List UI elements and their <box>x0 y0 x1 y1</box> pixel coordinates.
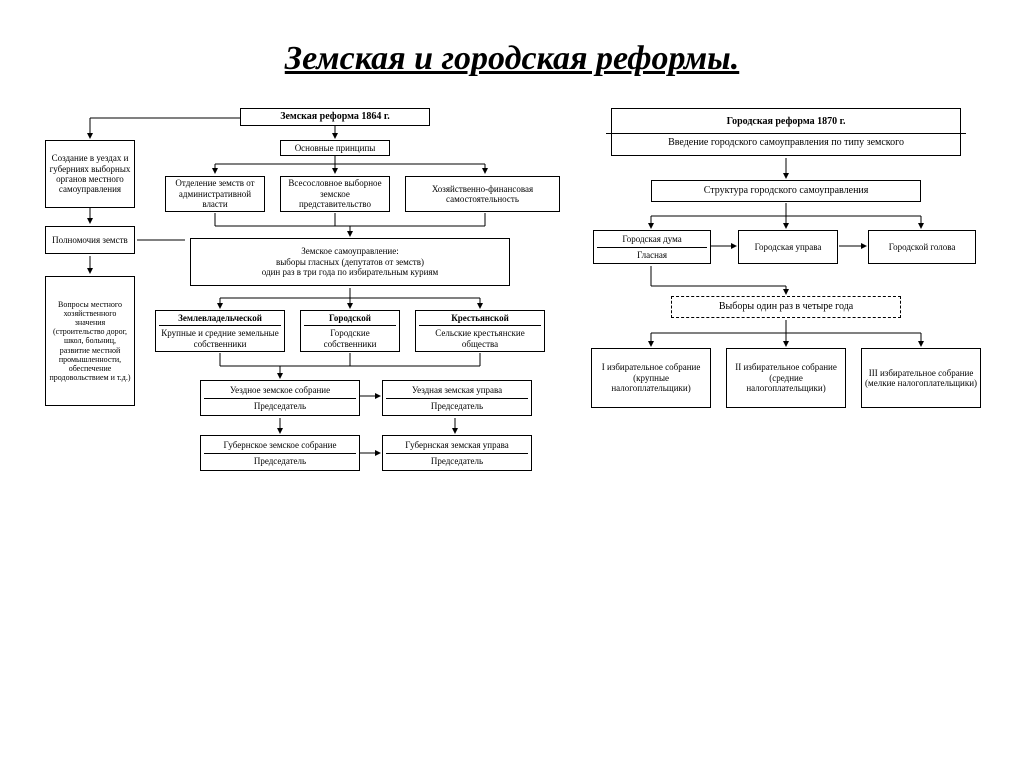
zemstvo-powers: Полномочия земств <box>45 226 135 254</box>
city-duma: Городская дума Гласная <box>593 230 711 264</box>
assembly-uezd: Уездное земское собрание Председатель <box>200 380 360 416</box>
city-struct: Структура городского самоуправления <box>651 180 921 202</box>
zemstvo-issues: Вопросы местного хозяйственного значения… <box>45 276 135 406</box>
assembly-gub-s: Председатель <box>204 453 356 466</box>
page-title: Земская и городская реформы. <box>40 40 984 78</box>
uprava-uezd-s: Председатель <box>386 398 528 411</box>
zemstvo-diagram: Земская реформа 1864 г. Основные принцип… <box>40 108 551 528</box>
curia-3-s: Сельские крестьянские общества <box>419 325 541 349</box>
assembly-uezd-h: Уездное земское собрание <box>230 385 330 395</box>
zemstvo-selfgov: Земское самоуправление: выборы гласных (… <box>190 238 510 286</box>
assembly-gub-h: Губернское земское собрание <box>224 440 337 450</box>
uprava-gub-s: Председатель <box>386 453 528 466</box>
city-e2: II избирательное собрание (средние налог… <box>726 348 846 408</box>
uprava-gub-h: Губернская земская управа <box>405 440 508 450</box>
curia-2: Городской Городские собственники <box>300 310 400 352</box>
curia-3-h: Крестьянской <box>451 313 509 323</box>
city-diagram: Городская реформа 1870 г. Введение город… <box>581 108 984 458</box>
curia-1: Землевладельческой Крупные и средние зем… <box>155 310 285 352</box>
city-e3: III избирательное собрание (мелкие налог… <box>861 348 981 408</box>
city-uprava: Городская управа <box>738 230 838 264</box>
uprava-uezd-h: Уездная земская управа <box>412 385 502 395</box>
zemstvo-principles: Основные принципы <box>280 140 390 156</box>
zemstvo-p2: Всесословное выборное земское представит… <box>280 176 390 212</box>
city-elections: Выборы один раз в четыре года <box>671 296 901 318</box>
curia-2-s: Городские собственники <box>304 325 396 349</box>
curia-1-h: Землевладельческой <box>178 313 262 323</box>
zemstvo-root: Земская реформа 1864 г. <box>240 108 430 126</box>
zemstvo-p3: Хозяйственно-финансовая самостоятельност… <box>405 176 560 212</box>
curia-3: Крестьянской Сельские крестьянские общес… <box>415 310 545 352</box>
city-duma-s: Гласная <box>597 247 707 260</box>
zemstvo-creation: Создание в уездах и губерниях выборных о… <box>45 140 135 208</box>
uprava-gub: Губернская земская управа Председатель <box>382 435 532 471</box>
assembly-gub: Губернское земское собрание Председатель <box>200 435 360 471</box>
diagrams-container: Земская реформа 1864 г. Основные принцип… <box>40 108 984 528</box>
city-e1: I избирательное собрание (крупные налого… <box>591 348 711 408</box>
city-root-h: Городская реформа 1870 г. <box>724 113 849 131</box>
zemstvo-p1: Отделение земств от административной вла… <box>165 176 265 212</box>
city-root: Городская реформа 1870 г. Введение город… <box>611 108 961 156</box>
curia-1-s: Крупные и средние земельные собственники <box>159 325 281 349</box>
uprava-uezd: Уездная земская управа Председатель <box>382 380 532 416</box>
curia-2-h: Городской <box>329 313 371 323</box>
city-golova: Городской голова <box>868 230 976 264</box>
city-duma-h: Городская дума <box>622 234 681 244</box>
assembly-uezd-s: Председатель <box>204 398 356 411</box>
city-intro: Введение городского самоуправления по ти… <box>606 133 966 152</box>
